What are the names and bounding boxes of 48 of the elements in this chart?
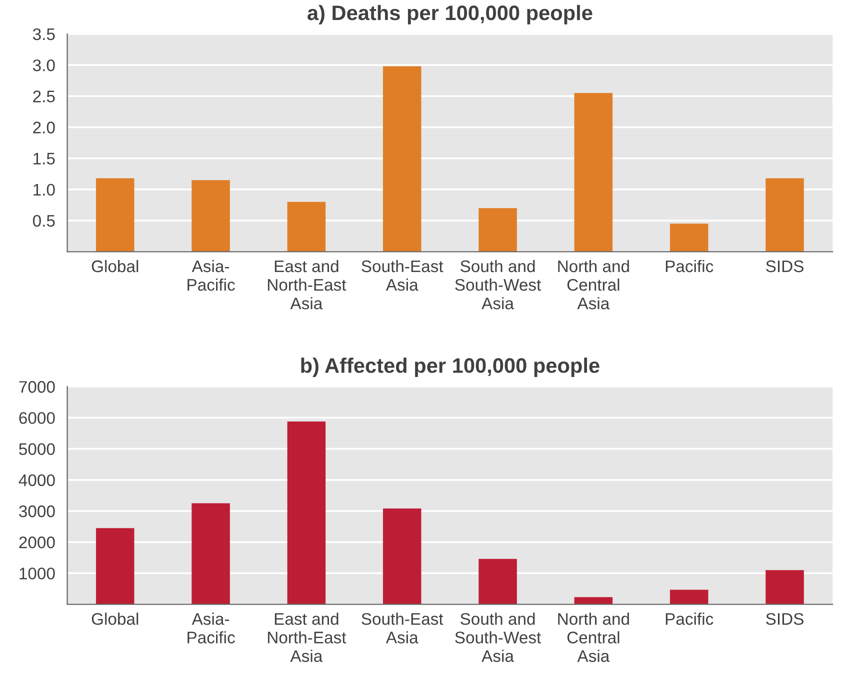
y-tick-label: 7000: [19, 381, 55, 393]
bar: [766, 570, 804, 604]
x-tick-label: East and North-East Asia: [268, 260, 346, 310]
x-tick-label: North and Central Asia: [558, 612, 629, 662]
chart-title: a) Deaths per 100,000 people: [308, 4, 592, 24]
x-tick-label: Pacific: [666, 612, 714, 625]
bar: [766, 178, 804, 252]
y-tick-label: 2.5: [33, 90, 55, 102]
y-tick-label: 3000: [19, 505, 55, 518]
x-tick-label: SIDS: [766, 613, 804, 625]
bar: [478, 558, 517, 604]
bar: [574, 597, 613, 604]
chart-title: b) Affected per 100,000 people: [301, 358, 600, 378]
x-tick-label: South-East Asia: [362, 612, 444, 644]
x-tick-label: Global: [92, 260, 138, 272]
bar: [478, 208, 517, 252]
y-tick-label: 0.5: [32, 214, 55, 227]
y-tick-label: 1.5: [34, 152, 55, 165]
bar: [287, 421, 326, 604]
x-tick-label: Global: [92, 612, 138, 625]
y-tick-label: 2.0: [33, 122, 55, 134]
bar: [192, 180, 230, 252]
x-tick-label: South-East Asia: [362, 260, 444, 291]
bar: [670, 590, 708, 604]
bar: [382, 66, 422, 252]
x-tick-label: Pacific: [666, 260, 714, 272]
x-tick-label: South and South-West Asia: [455, 260, 542, 310]
bar: [192, 503, 230, 604]
x-tick-label: East and North-East Asia: [268, 612, 346, 662]
y-tick-label: 3.5: [32, 28, 55, 40]
y-tick-label: 2000: [19, 536, 55, 548]
bar: [382, 508, 422, 604]
y-tick-label: 3.0: [32, 59, 55, 72]
y-tick-label: 1.0: [34, 184, 55, 196]
y-tick-label: 4000: [18, 474, 55, 486]
x-tick-label: South and South-West Asia: [455, 612, 542, 662]
y-tick-label: 5000: [19, 443, 55, 456]
x-tick-label: Asia- Pacific: [188, 612, 235, 644]
bar: [670, 224, 708, 252]
bar: [96, 528, 134, 604]
y-tick-label: 6000: [19, 412, 55, 424]
y-tick-label: 1000: [20, 568, 55, 580]
bar: [574, 93, 613, 252]
x-tick-label: SIDS: [766, 260, 804, 272]
x-tick-label: Asia- Pacific: [188, 260, 235, 291]
bar: [287, 202, 326, 252]
x-tick-label: North and Central Asia: [558, 260, 629, 310]
bar: [96, 178, 134, 252]
